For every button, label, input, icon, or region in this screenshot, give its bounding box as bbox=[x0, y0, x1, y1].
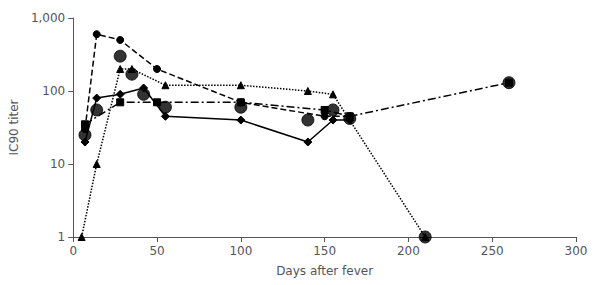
svg-text:10: 10 bbox=[50, 157, 65, 171]
svg-text:100: 100 bbox=[229, 244, 252, 258]
svg-text:1: 1 bbox=[58, 230, 66, 244]
svg-text:150: 150 bbox=[313, 244, 336, 258]
svg-text:250: 250 bbox=[481, 244, 504, 258]
svg-text:IC90 titer: IC90 titer bbox=[7, 99, 21, 155]
svg-text:100: 100 bbox=[42, 84, 65, 98]
svg-text:50: 50 bbox=[149, 244, 164, 258]
svg-text:300: 300 bbox=[565, 244, 588, 258]
svg-text:0: 0 bbox=[69, 244, 77, 258]
svg-text:200: 200 bbox=[397, 244, 420, 258]
svg-text:1,000: 1,000 bbox=[31, 11, 65, 25]
svg-text:Days after fever: Days after fever bbox=[276, 264, 373, 278]
